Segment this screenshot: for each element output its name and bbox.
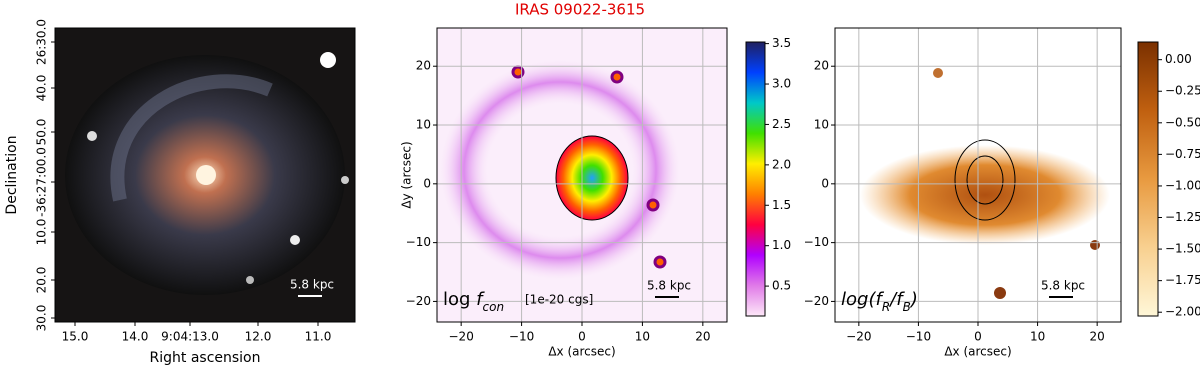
star (320, 52, 336, 68)
y-tick-label: 26:30.0 (35, 19, 49, 65)
y-tick-label: −10 (804, 235, 829, 249)
star (994, 287, 1006, 299)
unit-label: [1e-20 cgs] (525, 293, 593, 307)
panel-label: log fcon (443, 289, 504, 314)
x-tick-label: 12.0 (245, 330, 272, 344)
star (646, 198, 660, 212)
scale-label: 5.8 kpc (1041, 279, 1085, 293)
y-tick-label: −20 (406, 294, 431, 308)
y-tick-label: −20 (804, 294, 829, 308)
label-part: log (443, 289, 476, 310)
x-tick-label: 20 (695, 330, 710, 344)
contour (966, 155, 1004, 205)
nucleus (196, 165, 216, 185)
colorbar-tick-label: 0.5 (772, 279, 791, 293)
colorbar (745, 41, 766, 317)
colorbar-tick-label: 3.0 (772, 77, 791, 91)
panel-label: log(fR/fB) (841, 289, 918, 314)
y-tick-label: 0 (423, 176, 431, 190)
colorbar-tick-label: −1.25 (1165, 210, 1200, 224)
y-tick-label: 40.0 (35, 75, 49, 102)
y-tick-label: 0 (821, 176, 829, 190)
x-tick-label: 11.0 (305, 330, 332, 344)
colorbar-tick-label: −2.00 (1165, 305, 1200, 319)
x-label: Δx (arcsec) (944, 345, 1011, 359)
x-tick-label: 9:04:13.0 (161, 330, 219, 344)
label-part: f (476, 289, 485, 310)
y-tick-label: 20 (416, 59, 431, 73)
y-tick-label: 10 (416, 118, 431, 132)
colorbar-tick-label: 3.5 (772, 36, 791, 50)
spiral-arm (110, 74, 273, 202)
star (246, 276, 254, 284)
colorbar-tick-label: −1.75 (1165, 273, 1200, 287)
panel-image: 5.8 kpc Right ascension Declination (4, 27, 356, 366)
colorbar-tick-label: −0.25 (1165, 84, 1200, 98)
colorbar-tick-label: 1.0 (772, 238, 791, 252)
label-part: f (896, 289, 905, 310)
colorbar-tick-label: 2.0 (772, 157, 791, 171)
label-part: ) (909, 289, 918, 310)
y-label: Δy (arcsec) (400, 141, 414, 208)
x-tick-label: −10 (906, 330, 931, 344)
label-part: R (882, 300, 890, 314)
label-part: f (875, 289, 884, 310)
y-tick-label: -36:27:00.0 (35, 147, 49, 217)
star (1090, 240, 1100, 250)
star (511, 65, 525, 79)
y-tick-label: 50.0 (35, 119, 49, 146)
scale-label: 5.8 kpc (290, 278, 334, 292)
y-tick-label: 10.0 (35, 219, 49, 246)
x-tick-label: 0 (974, 330, 982, 344)
star (290, 235, 300, 245)
axes-frame (834, 27, 1122, 323)
colorbar-tick-label: −0.75 (1165, 147, 1200, 161)
x-tick-label: −20 (449, 330, 474, 344)
star (933, 68, 943, 78)
x-tick-label: 0 (578, 330, 586, 344)
colorbar (1137, 41, 1159, 317)
x-tick-label: 15.0 (62, 330, 89, 344)
colorbar-tick-label: −1.50 (1165, 242, 1200, 256)
x-tick-label: 10 (1030, 330, 1045, 344)
y-tick-label: 30.0 (35, 305, 49, 332)
star (87, 131, 97, 141)
colorbar-tick-label: 2.5 (772, 117, 791, 131)
nucleus (555, 135, 629, 221)
x-label: Right ascension (150, 350, 261, 366)
colorbar-tick-label: −0.50 (1165, 115, 1200, 129)
x-tick-label: 14.0 (122, 330, 149, 344)
x-tick-label: 10 (635, 330, 650, 344)
y-tick-label: 20 (814, 59, 829, 73)
figure-title: IRAS 09022-3615 (515, 1, 645, 19)
star (610, 70, 624, 84)
x-tick-label: 20 (1090, 330, 1105, 344)
axes-frame (436, 27, 728, 323)
x-tick-label: −20 (846, 330, 871, 344)
label-part: log( (841, 289, 876, 310)
colorbar-tick-label: −1.00 (1165, 178, 1200, 192)
color-region (860, 145, 1110, 245)
label-part: B (903, 300, 911, 314)
contour (954, 139, 1016, 221)
x-label: Δx (arcsec) (548, 345, 615, 359)
label-part: con (483, 300, 505, 314)
label-part: / (888, 289, 898, 310)
x-tick-label: −10 (509, 330, 534, 344)
colorbar-tick-label: 0.00 (1165, 52, 1192, 66)
y-tick-label: 10 (814, 118, 829, 132)
star (341, 176, 349, 184)
y-tick-label: 20.0 (35, 267, 49, 294)
y-tick-label: −10 (406, 235, 431, 249)
y-label: Declination (4, 135, 20, 214)
star (653, 255, 667, 269)
scale-label: 5.8 kpc (647, 279, 691, 293)
colorbar-tick-label: 1.5 (772, 198, 791, 212)
